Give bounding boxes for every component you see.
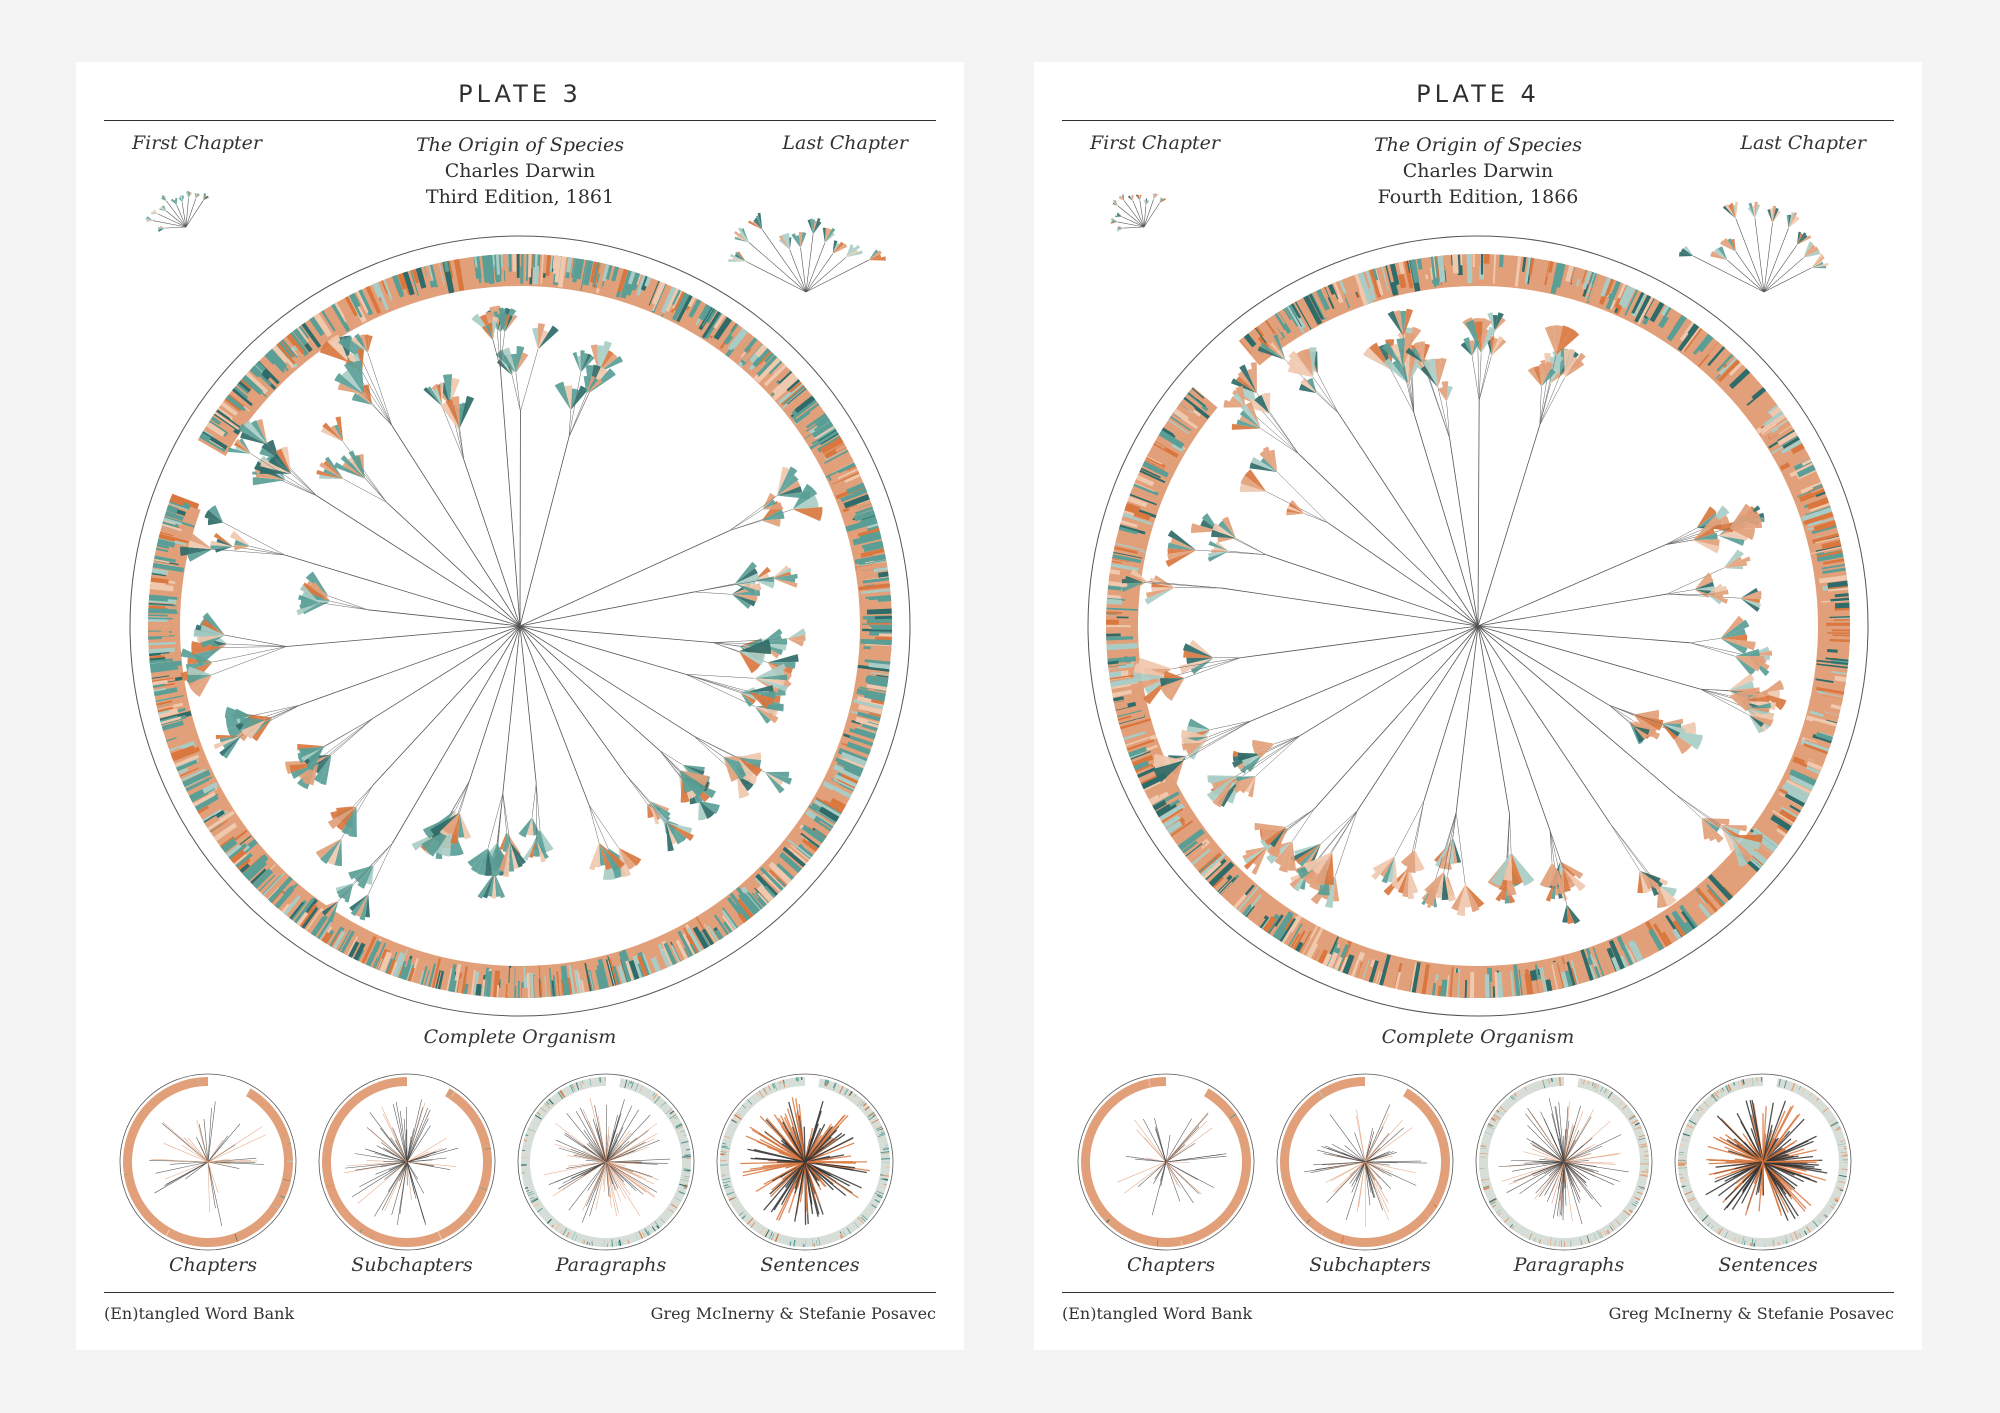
sentences-label: Sentences bbox=[1718, 1254, 1818, 1276]
subchapters-label: Subchapters bbox=[1309, 1254, 1431, 1276]
subchapters-label: Subchapters bbox=[351, 1254, 473, 1276]
author: Charles Darwin bbox=[1402, 160, 1554, 182]
edition: Third Edition, 1861 bbox=[425, 186, 615, 208]
sentences-label: Sentences bbox=[760, 1254, 860, 1276]
footer-authors: Greg McInerny & Stefanie Posavec bbox=[650, 1304, 936, 1323]
first-chapter-label: First Chapter bbox=[132, 132, 262, 154]
bottom-rule bbox=[104, 1292, 936, 1293]
top-rule bbox=[104, 120, 936, 121]
bottom-rule bbox=[1062, 1292, 1894, 1293]
book-title: The Origin of Species bbox=[415, 134, 625, 156]
plate-4-artwork bbox=[1077, 193, 1869, 1251]
author: Charles Darwin bbox=[444, 160, 596, 182]
chapters-label: Chapters bbox=[1127, 1254, 1215, 1276]
book-title: The Origin of Species bbox=[1373, 134, 1583, 156]
book-info: The Origin of Species Charles Darwin Fou… bbox=[1034, 132, 1922, 210]
footer-authors: Greg McInerny & Stefanie Posavec bbox=[1608, 1304, 1894, 1323]
edition: Fourth Edition, 1866 bbox=[1377, 186, 1579, 208]
last-chapter-label: Last Chapter bbox=[1740, 132, 1866, 154]
last-chapter-label: Last Chapter bbox=[782, 132, 908, 154]
plate-title: PLATE 3 bbox=[458, 80, 582, 108]
complete-organism-label: Complete Organism bbox=[423, 1026, 617, 1048]
plate-3-artwork bbox=[119, 191, 911, 1251]
first-chapter-label: First Chapter bbox=[1090, 132, 1220, 154]
top-rule bbox=[1062, 120, 1894, 121]
plate-title: PLATE 4 bbox=[1416, 80, 1540, 108]
complete-organism-label: Complete Organism bbox=[1381, 1026, 1575, 1048]
chapters-label: Chapters bbox=[169, 1254, 257, 1276]
book-info: The Origin of Species Charles Darwin Thi… bbox=[76, 132, 964, 210]
plate-3: PLATE 3 First Chapter Last Chapter The O… bbox=[76, 62, 964, 1350]
footer-project: (En)tangled Word Bank bbox=[104, 1304, 295, 1323]
paragraphs-label: Paragraphs bbox=[1513, 1254, 1625, 1276]
plate-4: PLATE 4 First Chapter Last Chapter The O… bbox=[1034, 62, 1922, 1350]
footer-project: (En)tangled Word Bank bbox=[1062, 1304, 1253, 1323]
paragraphs-label: Paragraphs bbox=[555, 1254, 667, 1276]
